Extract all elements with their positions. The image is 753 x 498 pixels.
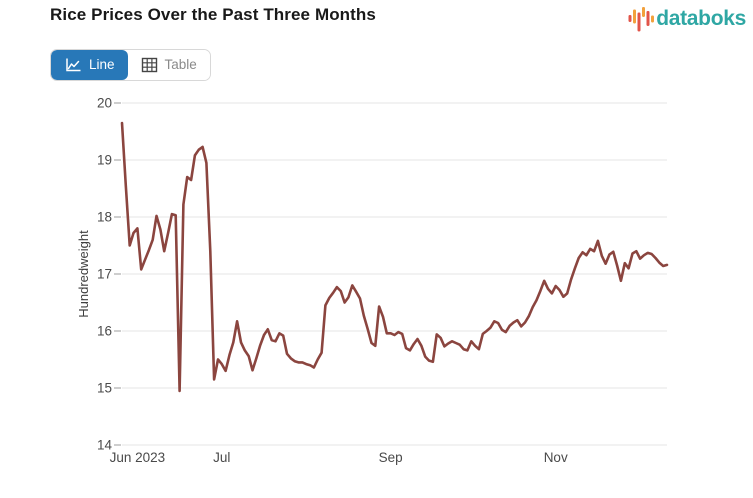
price-line: [120, 121, 669, 393]
line-chart-icon: [66, 58, 81, 72]
y-tick-label: 17: [97, 267, 112, 282]
view-toggle: Line Table: [50, 49, 211, 81]
table-view-button[interactable]: Table: [127, 50, 210, 80]
y-axis-title: Hundredweight: [76, 230, 91, 318]
table-icon: [141, 57, 157, 73]
y-tick-label: 18: [97, 210, 112, 225]
y-tick-label: 16: [97, 324, 112, 339]
x-tick-label: Sep: [379, 450, 403, 465]
x-tick-label: Jul: [213, 450, 230, 465]
databoks-wordmark: databoks: [656, 7, 746, 30]
table-view-label: Table: [164, 57, 197, 73]
databoks-logo: databoks: [628, 6, 746, 32]
page-title: Rice Prices Over the Past Three Months: [50, 5, 376, 24]
y-tick-label: 14: [97, 438, 113, 453]
x-tick-label: Nov: [544, 450, 568, 465]
line-view-label: Line: [89, 57, 115, 73]
databoks-bars-icon: [628, 7, 655, 32]
x-tick-label: Jun 2023: [110, 450, 166, 465]
line-view-button[interactable]: Line: [51, 50, 128, 80]
y-tick-label: 20: [97, 96, 112, 111]
y-tick-label: 15: [97, 381, 112, 396]
y-tick-label: 19: [97, 153, 112, 168]
